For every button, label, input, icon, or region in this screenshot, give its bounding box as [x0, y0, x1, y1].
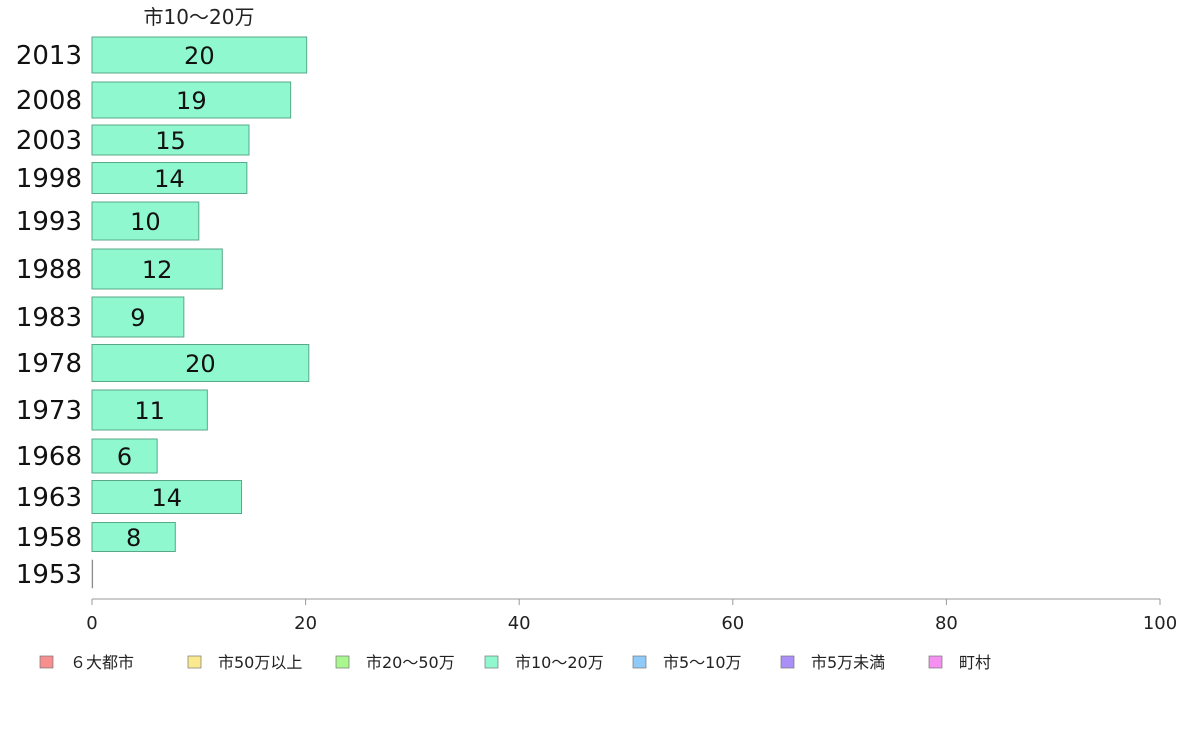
x-tick-label: 100 — [1143, 613, 1177, 634]
legend-label: 市20〜50万 — [366, 653, 455, 672]
bar-value-label: 8 — [126, 524, 141, 552]
x-ticks-group: 0 20 40 60 80 100 — [86, 599, 1177, 634]
bar — [91, 559, 94, 589]
category-label: 1983 — [16, 303, 82, 333]
bar — [91, 389, 208, 431]
bar-value-label: 9 — [130, 304, 145, 332]
bar-value-label: 10 — [130, 208, 161, 236]
category-label: 1953 — [16, 560, 82, 590]
legend-swatch — [632, 655, 647, 669]
legend-swatch — [335, 655, 350, 669]
category-label: 1978 — [16, 349, 82, 379]
x-tick-label: 20 — [294, 613, 317, 634]
bar-value-label: 20 — [184, 42, 215, 70]
bar — [91, 81, 292, 119]
legend-label: 市5万未満 — [811, 653, 885, 672]
bar — [91, 438, 158, 474]
category-label: 1988 — [16, 255, 82, 285]
bars-group: 2013 20 2008 19 2003 15 1998 14 1993 10 1988 12 1983… — [16, 36, 310, 590]
legend-label: 町村 — [959, 653, 991, 672]
bar — [91, 124, 250, 156]
series-title: 市10〜20万 — [144, 5, 255, 29]
category-label: 1963 — [16, 483, 82, 513]
bar-value-label: 12 — [142, 256, 173, 284]
category-label: 1973 — [16, 396, 82, 426]
legend-label: ６大都市 — [70, 653, 134, 672]
category-label: 1998 — [16, 164, 82, 194]
bar — [91, 296, 185, 338]
legend-swatch — [39, 655, 54, 669]
legend-swatch — [780, 655, 795, 669]
category-label: 1993 — [16, 207, 82, 237]
bar-value-label: 20 — [185, 350, 216, 378]
bar — [91, 162, 248, 194]
legend-swatch — [187, 655, 202, 669]
x-tick-label: 80 — [935, 613, 958, 634]
bar — [91, 344, 310, 382]
category-label: 2008 — [16, 86, 82, 116]
category-label: 2013 — [16, 41, 82, 71]
bar-value-label: 11 — [134, 397, 165, 425]
bar-value-label: 6 — [117, 443, 132, 471]
bar — [91, 248, 223, 290]
legend-swatch — [484, 655, 499, 669]
bar — [91, 201, 200, 241]
bar — [91, 480, 243, 514]
bar-value-label: 14 — [151, 484, 182, 512]
bar-value-label: 14 — [154, 165, 185, 193]
legend: ６大都市 市50万以上 市20〜50万 市10〜20万 市5〜10万 市5万未満 町村 — [39, 653, 991, 672]
x-tick-label: 60 — [721, 613, 744, 634]
category-label: 1968 — [16, 442, 82, 472]
x-tick-label: 0 — [86, 613, 97, 634]
legend-swatch — [928, 655, 943, 669]
legend-label: 市10〜20万 — [515, 653, 604, 672]
bar — [91, 522, 176, 552]
bar — [91, 36, 308, 74]
bar-value-label: 19 — [176, 87, 207, 115]
x-tick-label: 40 — [508, 613, 531, 634]
category-label: 2003 — [16, 126, 82, 156]
legend-label: 市5〜10万 — [663, 653, 742, 672]
bar-value-label: 15 — [155, 127, 186, 155]
category-label: 1958 — [16, 523, 82, 553]
legend-label: 市50万以上 — [218, 653, 302, 672]
